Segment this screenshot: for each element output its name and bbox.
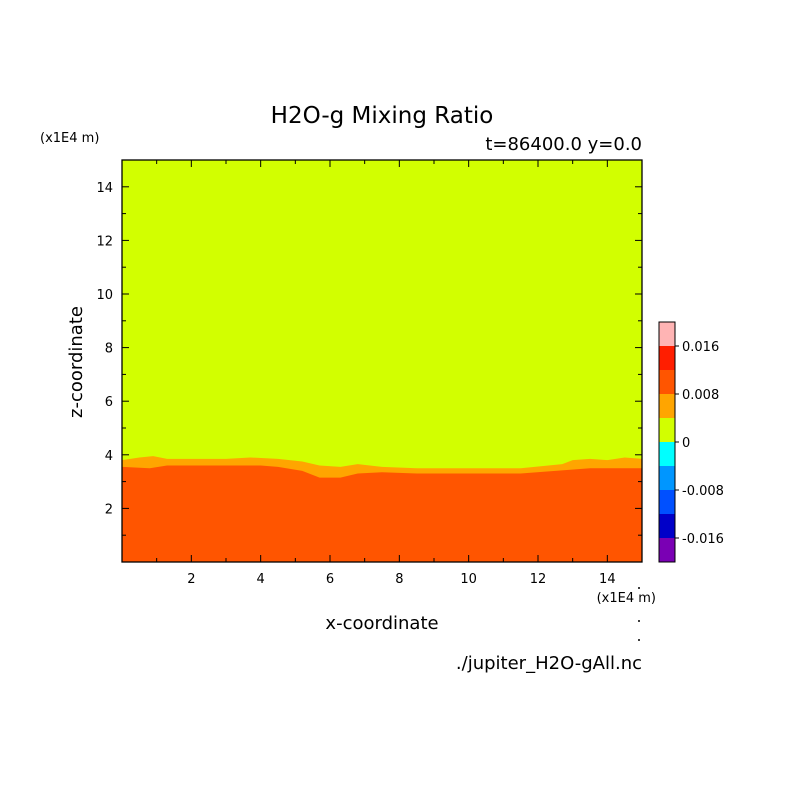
colorbar-swatch: [659, 370, 675, 394]
y-axis-label: z-coordinate: [66, 306, 87, 418]
y-tick-label: 2: [105, 502, 113, 517]
x-tick-label: 14: [599, 572, 616, 587]
colorbar-tick-label: -0.016: [682, 532, 724, 547]
colorbar-swatch: [659, 322, 675, 346]
colorbar-tick-label: 0.016: [682, 340, 719, 355]
colorbar-tick-label: -0.008: [682, 484, 724, 499]
x-tick-label: 4: [257, 572, 265, 587]
y-scale-label: (x1E4 m): [40, 131, 99, 146]
contour-regions: [122, 160, 642, 562]
x-tick-label: 12: [530, 572, 547, 587]
y-tick-label: 14: [96, 181, 113, 196]
source-file-label: ./jupiter_H2O-gAll.nc: [456, 653, 642, 674]
colorbar-swatch: [659, 346, 675, 370]
x-scale-label: (x1E4 m): [597, 591, 656, 606]
colorbar-tick-label: 0: [682, 436, 690, 451]
dot-marker: [638, 620, 640, 622]
x-axis-label: x-coordinate: [325, 613, 438, 634]
region-lower: [122, 465, 642, 562]
chart-title: H2O-g Mixing Ratio: [271, 103, 494, 129]
x-tick-label: 10: [460, 572, 477, 587]
y-tick-label: 4: [105, 449, 113, 464]
y-tick-label: 6: [105, 395, 113, 410]
colorbar-swatch: [659, 394, 675, 418]
plot-axes: 2 4 6 8 10 12 14 2 4 6 8 10 12 14: [96, 159, 643, 587]
plot-frame: [121, 159, 643, 563]
y-tick-label: 12: [96, 234, 113, 249]
chart-subtitle: t=86400.0 y=0.0: [485, 134, 642, 155]
colorbar-swatch: [659, 418, 675, 442]
colorbar-swatch: [659, 442, 675, 466]
x-tick-label: 6: [326, 572, 334, 587]
y-tick-label: 10: [96, 288, 113, 303]
colorbar-tick-label: 0.008: [682, 388, 719, 403]
y-tick-label: 8: [105, 342, 113, 357]
x-tick-label: 2: [187, 572, 195, 587]
dot-marker: [638, 639, 640, 641]
colorbar-swatch: [659, 466, 675, 490]
x-tick-label: 8: [395, 572, 403, 587]
colorbar-swatch: [659, 538, 675, 562]
dot-marker: [638, 587, 640, 589]
colorbar-swatch: [659, 490, 675, 514]
colorbar-swatch: [659, 514, 675, 538]
colorbar: -0.016 -0.008 0 0.008 0.016: [658, 321, 724, 563]
